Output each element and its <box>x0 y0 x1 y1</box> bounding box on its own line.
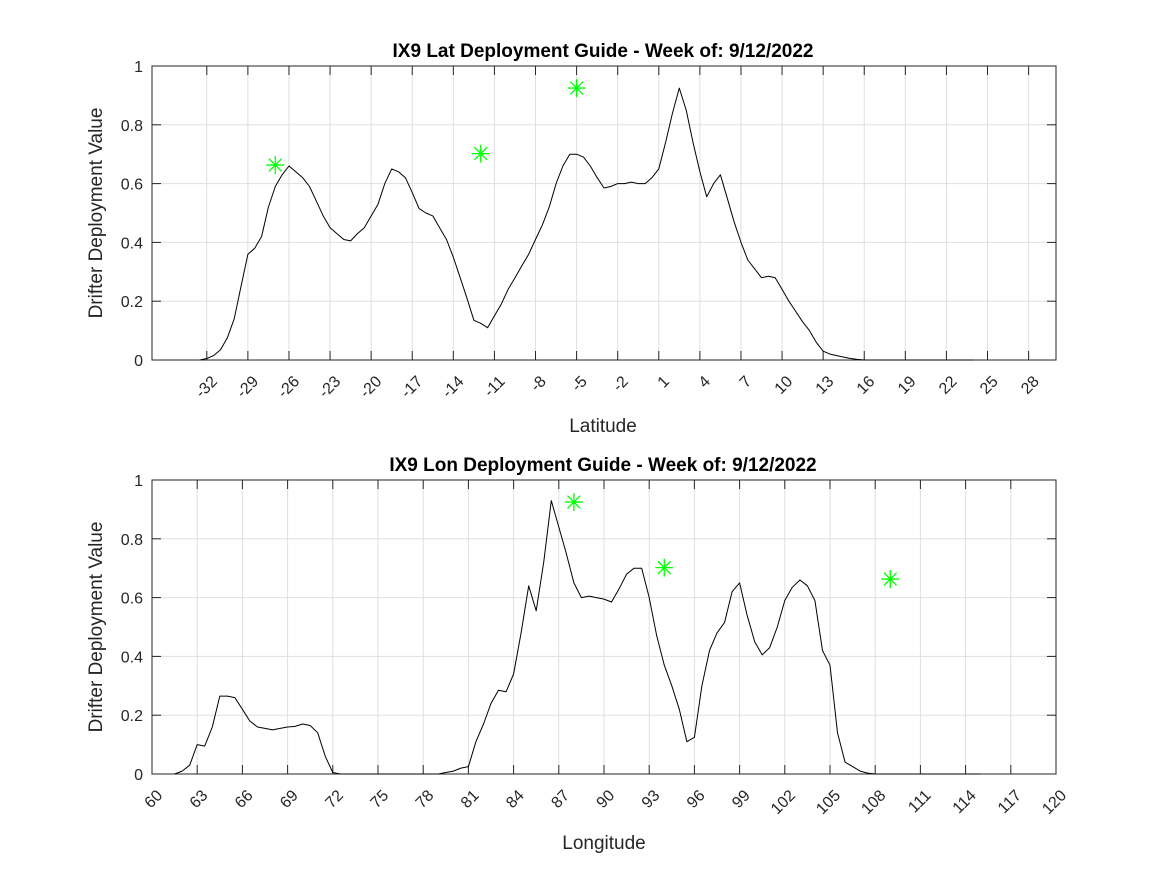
lon-chart-ylabel: Drifter Deployment Value <box>86 522 107 733</box>
lat-y-tick-label: 0.2 <box>121 294 143 311</box>
lat-chart-line-layer <box>199 87 974 361</box>
lat-y-tick-label: 0.4 <box>121 235 143 252</box>
lon-y-tick-label: 1 <box>134 473 143 490</box>
lon-peak-marker <box>881 570 900 589</box>
lat-y-tick-label: 0.6 <box>121 177 143 194</box>
lon-chart-line-layer <box>174 500 981 775</box>
lat-peak-marker <box>471 144 490 163</box>
lat-chart-peak-markers <box>266 79 586 175</box>
lon-peak-marker <box>564 493 583 512</box>
lat-y-tick-label: 1 <box>134 59 143 76</box>
lon-y-tick-label: 0.6 <box>121 591 143 608</box>
lon-y-tick-label: 0.4 <box>121 649 143 666</box>
lat-y-tick-label: 0.8 <box>121 118 143 135</box>
lat-chart-title: IX9 Lat Deployment Guide - Week of: 9/12… <box>393 41 814 62</box>
lat-chart-ylabel: Drifter Deployment Value <box>86 108 107 319</box>
lon-y-tick-label: 0.8 <box>121 532 143 549</box>
lat-peak-marker <box>567 79 586 98</box>
lon-chart-grid <box>151 479 1057 775</box>
lon-peak-marker <box>655 558 674 577</box>
lat-chart-axes-box <box>151 65 1057 361</box>
lat-peak-marker <box>266 156 285 175</box>
lat-chart-xlabel: Latitude <box>569 416 637 437</box>
lon-y-tick-label: 0.2 <box>121 708 143 725</box>
lon-chart-xlabel: Longitude <box>562 833 645 854</box>
lon-y-tick-label: 0 <box>134 767 143 784</box>
lat-deployment-value-line <box>199 87 974 361</box>
lat-y-tick-label: 0 <box>134 353 143 370</box>
lon-deployment-value-line <box>174 500 981 775</box>
lon-chart-peak-markers <box>564 493 900 589</box>
lon-chart-title: IX9 Lon Deployment Guide - Week of: 9/12… <box>389 455 816 476</box>
